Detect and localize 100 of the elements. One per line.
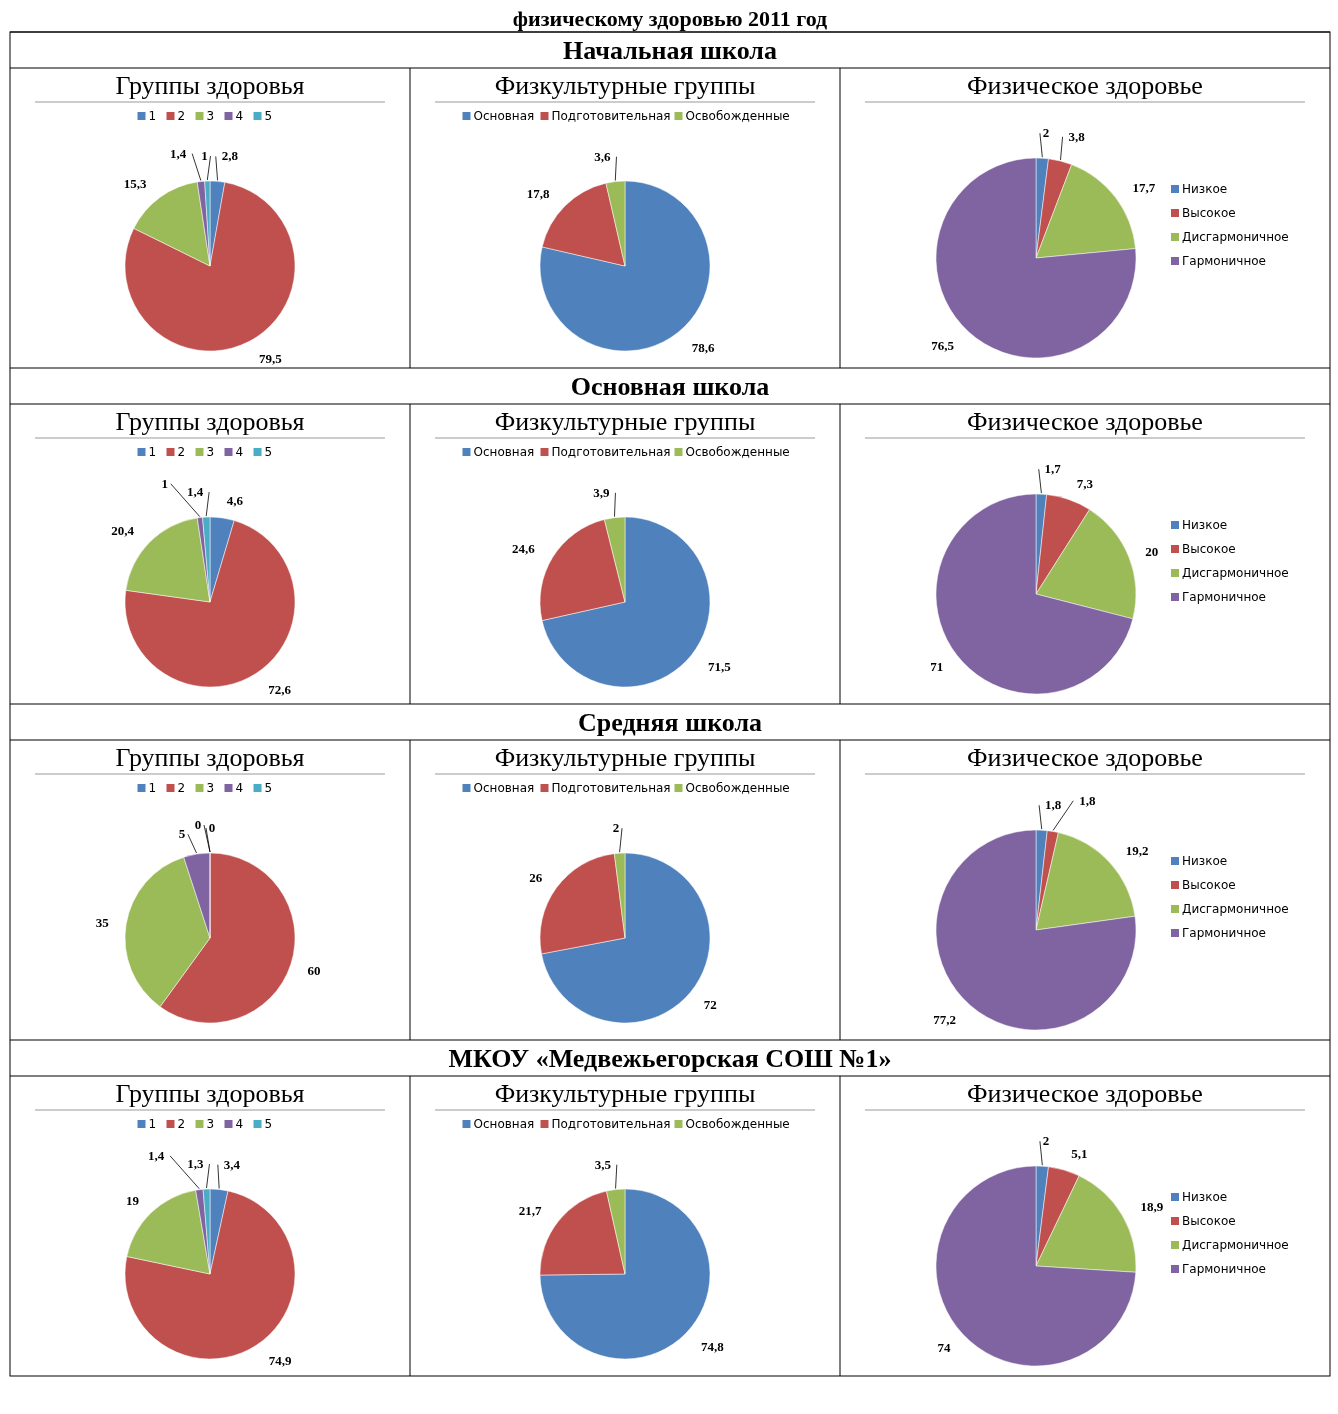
legend-label: Высокое [1182,542,1236,556]
legend-label: Гармоничное [1182,1262,1266,1276]
legend-label: 2 [177,781,186,795]
legend-label: Низкое [1182,1190,1228,1204]
legend-label: Дисгармоничное [1182,230,1289,244]
text: физическому здоровью 2011 год [512,6,828,31]
text: 0 [194,817,202,832]
data-label: 2 [1042,125,1050,141]
data-label: 1 [161,475,169,491]
legend-label: Низкое [1182,854,1228,868]
data-label: 26 [529,870,543,886]
data-label: 20,4 [111,522,135,538]
chart-title: Физическое здоровье [967,407,1203,436]
legend-label: Высокое [1182,878,1236,892]
data-label: 4,6 [226,493,244,509]
legend-label: 2 [177,1117,186,1131]
data-label: 1,8 [1045,797,1062,813]
chart-title: Группы здоровья [115,1079,305,1108]
legend-label: 3 [206,445,215,459]
legend-label: 5 [264,109,273,123]
chart-title: Физкультурные группы [494,1079,756,1108]
legend-label: 1 [148,781,157,795]
legend-label: Дисгармоничное [1182,1238,1289,1252]
legend-label: Низкое [1182,518,1228,532]
legend-label: 5 [264,1117,273,1131]
text: 0 [208,820,216,835]
data-label: 5 [178,826,186,842]
legend-label: Подготовительная [551,781,671,795]
legend-label: 1 [148,1117,157,1131]
data-label: 1,4 [170,145,187,161]
legend-label: Дисгармоничное [1182,902,1289,916]
text: Средняя школа [577,708,763,737]
pie-slice [935,1165,1137,1367]
legend-label: 1 [148,109,157,123]
legend-label: 3 [206,109,215,123]
text: Основная школа [570,372,770,401]
legend-label: 3 [206,1117,215,1131]
legend-label: 3 [206,781,215,795]
data-label: 15,3 [123,175,148,191]
data-label: 77,2 [933,1012,956,1027]
data-label: 3,6 [594,148,612,164]
data-label: 1,4 [147,1147,165,1163]
legend-label: Освобожденные [685,781,790,795]
data-label: 17,7 [1132,179,1156,195]
legend-label: 4 [235,109,244,123]
data-label: 2 [1042,1133,1050,1149]
legend-label: 5 [264,781,273,795]
pie-slice [124,182,296,352]
data-label: 76,5 [931,338,955,354]
legend-label: 4 [235,445,244,459]
chart-title: Физическое здоровье [967,71,1203,100]
legend-label: Дисгармоничное [1182,566,1289,580]
chart-title: Группы здоровья [115,407,305,436]
data-label: 72,6 [268,681,292,697]
legend-label: 2 [177,109,186,123]
legend-label: Основная [473,1117,535,1131]
legend-label: Подготовительная [551,109,671,123]
data-label: 3,4 [223,1156,241,1172]
data-label: 2,8 [221,148,239,164]
chart-title: Группы здоровья [115,743,305,772]
data-label: 3,8 [1068,128,1086,144]
data-label: 19,2 [1125,843,1149,859]
data-label: 17,8 [526,186,551,202]
chart-title: Физкультурные группы [494,71,756,100]
legend-label: Гармоничное [1182,254,1266,268]
data-label: 74,8 [700,1339,725,1355]
data-label: 74,9 [268,1353,292,1369]
data-label: 19 [126,1192,140,1208]
data-label: 35 [95,914,110,930]
data-label: 1,8 [1079,792,1096,808]
chart-title: Физическое здоровье [967,1079,1203,1108]
legend-label: 2 [177,445,186,459]
data-label: 78,6 [691,339,716,355]
data-label: 18,9 [1140,1199,1164,1215]
data-label: 1 [201,148,208,164]
data-label: 72 [703,996,717,1012]
data-label: 79,5 [259,350,283,366]
legend-label: Гармоничное [1182,926,1266,940]
text: Начальная школа [563,36,777,65]
data-label: 20 [1145,543,1159,559]
legend-label: 4 [235,1117,244,1131]
legend-label: Гармоничное [1182,590,1266,604]
data-label: 71,5 [708,659,732,675]
data-label: 1,7 [1044,461,1062,477]
data-label: 74 [937,1339,951,1355]
legend-label: Основная [473,109,535,123]
data-label: 21,7 [518,1203,543,1219]
legend-label: Высокое [1182,206,1236,220]
legend-label: Освобожденные [685,1117,790,1131]
legend-label: 1 [148,445,157,459]
data-label: 1,4 [186,484,204,500]
chart-title: Физическое здоровье [967,743,1203,772]
data-label: 60 [307,962,321,978]
legend-label: Основная [473,781,535,795]
legend-label: 4 [235,781,244,795]
data-label: 1,3 [187,1156,205,1172]
text: МКОУ «Медвежьегорская СОШ №1» [448,1044,892,1073]
data-label: 3,9 [593,484,611,500]
data-label: 2 [612,820,620,836]
data-label: 5,1 [1071,1145,1088,1161]
